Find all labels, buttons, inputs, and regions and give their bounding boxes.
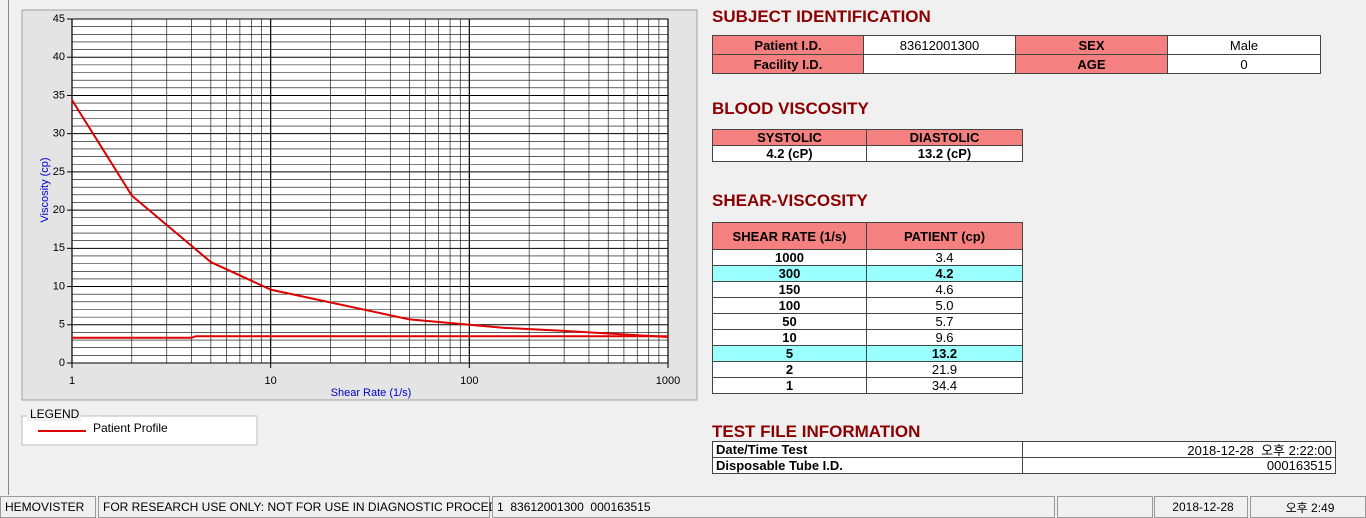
table-cell: 50 <box>712 313 867 330</box>
table-cell: 13.2 (cP) <box>866 145 1023 162</box>
plot-area <box>71 18 669 364</box>
table-cell: 1000 <box>712 249 867 266</box>
series-line <box>72 335 668 339</box>
y-tick-label: 20 <box>53 204 65 216</box>
table-cell: 3.4 <box>866 249 1023 266</box>
section-title: SUBJECT IDENTIFICATION <box>712 7 931 26</box>
table-cell: SEX <box>1015 35 1168 55</box>
window-border <box>8 0 9 495</box>
table-cell: 4.2 (cP) <box>712 145 867 162</box>
x-axis-label: Shear Rate (1/s) <box>331 387 412 399</box>
legend-title-bg <box>27 409 81 421</box>
y-tick-label: 15 <box>53 242 65 254</box>
table-cell: AGE <box>1015 54 1168 74</box>
table-cell: 2018-12-28 오후 2:22:00 <box>1022 441 1336 458</box>
table-cell: 21.9 <box>866 361 1023 378</box>
table-cell: 5.0 <box>866 297 1023 314</box>
y-tick-label: 40 <box>53 51 65 63</box>
table-cell: 5 <box>712 345 867 362</box>
table-cell: 5.7 <box>866 313 1023 330</box>
section-title: SHEAR-VISCOSITY <box>712 191 868 210</box>
status-bar-field: 오후 2:49 <box>1250 496 1366 518</box>
x-tick-label: 1 <box>69 375 75 387</box>
x-tick-label: 1000 <box>656 375 680 387</box>
status-bar-field: HEMOVISTER <box>0 496 96 518</box>
y-tick-label: 45 <box>53 13 65 25</box>
table-cell: 150 <box>712 281 867 298</box>
legend-label: Patient Profile <box>93 421 168 435</box>
table-cell: Date/Time Test <box>712 441 1023 458</box>
table-cell: Facility I.D. <box>712 54 864 74</box>
table-cell: 9.6 <box>866 329 1023 346</box>
table-cell: 34.4 <box>866 377 1023 394</box>
y-tick-label: 10 <box>53 280 65 292</box>
table-cell: Disposable Tube I.D. <box>712 457 1023 474</box>
table-cell: 4.6 <box>866 281 1023 298</box>
table-cell <box>863 54 1016 74</box>
x-tick-label: 10 <box>265 375 277 387</box>
status-bar-field: 1 83612001300 000163515 <box>492 496 1055 518</box>
y-tick-label: 5 <box>59 319 65 331</box>
legend-title: LEGEND <box>30 407 80 421</box>
table-header-cell: PATIENT (cp) <box>866 222 1023 250</box>
status-panel <box>1057 496 1153 518</box>
table-cell: Male <box>1167 35 1321 55</box>
series-line <box>71 99 669 339</box>
y-tick-label: 0 <box>59 357 65 369</box>
chart: Shear Rate (1/s) Viscosity (cp) LEGEND 0… <box>21 9 698 446</box>
section-title: BLOOD VISCOSITY <box>712 99 869 118</box>
table-cell: 2 <box>712 361 867 378</box>
y-tick-label: 25 <box>53 166 65 178</box>
table-cell: Patient I.D. <box>712 35 864 55</box>
y-tick-label: 35 <box>53 89 65 101</box>
x-tick-label: 100 <box>460 375 478 387</box>
table-cell: 100 <box>712 297 867 314</box>
y-tick-label: 30 <box>53 128 65 140</box>
table-cell: 4.2 <box>866 265 1023 282</box>
table-cell: 1 <box>712 377 867 394</box>
table-cell: 10 <box>712 329 867 346</box>
status-bar-field: 2018-12-28 <box>1154 496 1248 518</box>
table-header-cell: DIASTOLIC <box>866 129 1023 146</box>
table-cell: 13.2 <box>866 345 1023 362</box>
table-header-cell: SHEAR RATE (1/s) <box>712 222 867 250</box>
y-axis-label: Viscosity (cp) <box>39 157 51 222</box>
status-bar-field: FOR RESEARCH USE ONLY: NOT FOR USE IN DI… <box>98 496 531 518</box>
table-header-cell: SYSTOLIC <box>712 129 867 146</box>
table-cell: 300 <box>712 265 867 282</box>
table-cell: 000163515 <box>1022 457 1336 474</box>
table-cell: 0 <box>1167 54 1321 74</box>
table-cell: 83612001300 <box>863 35 1016 55</box>
section-title: TEST FILE INFORMATION <box>712 422 921 441</box>
